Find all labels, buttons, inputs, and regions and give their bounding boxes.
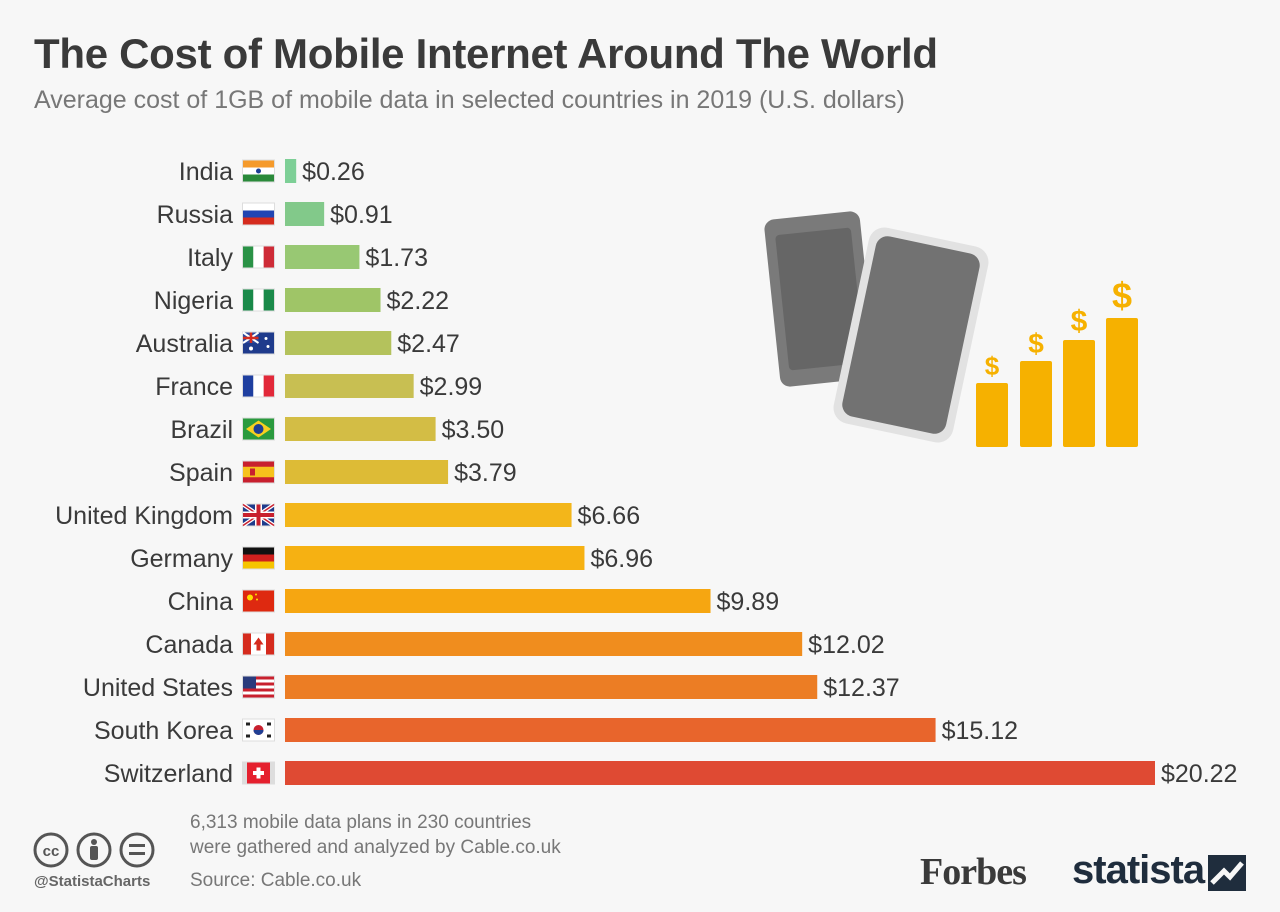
bar-united-kingdom <box>285 503 572 527</box>
category-label-south-korea: South Korea <box>94 717 233 745</box>
category-label-australia: Australia <box>136 330 233 358</box>
bar-brazil <box>285 417 436 441</box>
value-label-germany: $6.96 <box>590 545 653 573</box>
value-label-india: $0.26 <box>302 158 365 186</box>
creative-commons-icon: cc <box>33 832 69 868</box>
dollar-growth-icon: $ $ $ $ <box>976 275 1138 447</box>
flag-icon-india <box>242 159 275 183</box>
value-label-canada: $12.02 <box>808 631 884 659</box>
category-label-italy: Italy <box>187 244 233 272</box>
value-label-france: $2.99 <box>420 373 483 401</box>
category-label-united-states: United States <box>83 674 233 702</box>
bar-italy <box>285 245 360 269</box>
flag-icon-russia <box>242 202 275 226</box>
flag-icon-australia <box>242 331 275 355</box>
flag-icon-germany <box>242 546 275 570</box>
flag-icon-spain <box>242 460 275 484</box>
flag-icon-italy <box>242 245 275 269</box>
svg-text:$: $ <box>1028 328 1044 359</box>
bar-russia <box>285 202 325 226</box>
statista-logo-text: statista <box>1072 848 1205 892</box>
bar-united-states <box>285 675 818 699</box>
bar-switzerland <box>285 761 1155 785</box>
value-label-nigeria: $2.22 <box>387 287 450 315</box>
flag-icon-brazil <box>242 417 275 441</box>
bar-france <box>285 374 414 398</box>
footnote-line-2: were gathered and analyzed by Cable.co.u… <box>190 837 561 858</box>
flag-icon-switzerland <box>242 761 275 785</box>
svg-text:$: $ <box>1112 275 1132 316</box>
category-label-china: China <box>168 588 233 616</box>
category-label-united-kingdom: United Kingdom <box>55 502 233 530</box>
phones-and-dollars-illustration: $ $ $ $ <box>764 211 1138 447</box>
bar-south-korea <box>285 718 936 742</box>
flag-icon-united-kingdom <box>241 502 276 528</box>
category-label-canada: Canada <box>145 631 233 659</box>
value-label-china: $9.89 <box>717 588 780 616</box>
flag-icon-canada <box>242 632 275 656</box>
flag-icon-france <box>242 374 275 398</box>
chart-title: The Cost of Mobile Internet Around The W… <box>34 30 938 77</box>
svg-text:$: $ <box>985 351 1000 381</box>
bar-china <box>285 589 711 613</box>
value-label-spain: $3.79 <box>454 459 517 487</box>
bar-canada <box>285 632 803 656</box>
flag-icon-south-korea <box>242 718 275 742</box>
license-icons: cc <box>33 832 155 868</box>
value-label-united-kingdom: $6.66 <box>578 502 641 530</box>
footnote-line-1: 6,313 mobile data plans in 230 countries <box>190 812 532 833</box>
flag-icon-china <box>242 589 275 613</box>
category-label-france: France <box>155 373 233 401</box>
bar-chart: India $0.26 Russia $0.91 Italy $1.73 Nigeria $2… <box>55 158 1237 788</box>
category-label-switzerland: Switzerland <box>104 760 233 788</box>
value-label-united-states: $12.37 <box>823 674 899 702</box>
value-label-switzerland: $20.22 <box>1161 760 1237 788</box>
value-label-russia: $0.91 <box>330 201 393 229</box>
flag-icon-nigeria <box>242 288 275 312</box>
value-label-australia: $2.47 <box>397 330 460 358</box>
category-label-india: India <box>179 158 233 186</box>
footnote: 6,313 mobile data plans in 230 countries… <box>190 810 670 860</box>
category-label-spain: Spain <box>169 459 233 487</box>
forbes-logo: Forbes <box>920 851 1027 893</box>
category-label-brazil: Brazil <box>170 416 233 444</box>
attribution-icon <box>76 832 112 868</box>
value-label-brazil: $3.50 <box>442 416 505 444</box>
value-label-italy: $1.73 <box>365 244 428 272</box>
source-note: Source: Cable.co.uk <box>190 870 362 891</box>
category-label-nigeria: Nigeria <box>154 287 233 315</box>
bar-germany <box>285 546 585 570</box>
category-label-russia: Russia <box>157 201 234 229</box>
flag-icon-united-states <box>242 675 275 699</box>
smartphone-front-icon <box>833 227 989 443</box>
svg-text:$: $ <box>1071 305 1088 338</box>
chart-subtitle: Average cost of 1GB of mobile data in se… <box>34 86 905 114</box>
svg-text:cc: cc <box>43 843 60 860</box>
statista-handle: @StatistaCharts <box>34 873 151 890</box>
category-label-germany: Germany <box>130 545 233 573</box>
no-derivatives-icon <box>119 832 155 868</box>
value-label-south-korea: $15.12 <box>942 717 1018 745</box>
bar-india <box>285 159 297 183</box>
bar-nigeria <box>285 288 381 312</box>
bar-australia <box>285 331 392 355</box>
statista-mark-icon <box>1208 855 1246 891</box>
bar-spain <box>285 460 449 484</box>
